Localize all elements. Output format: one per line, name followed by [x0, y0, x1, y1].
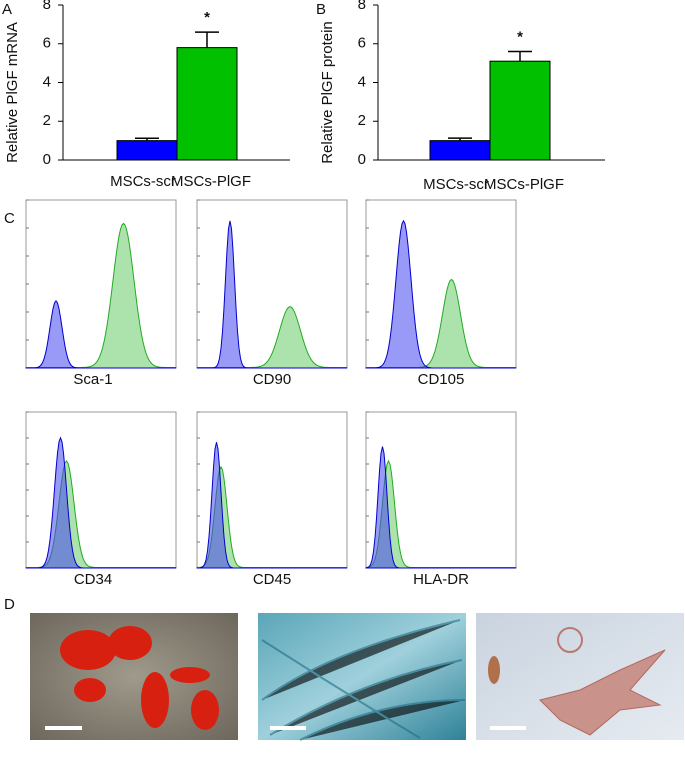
bar [176, 47, 238, 161]
marker-label: CD90 [253, 371, 291, 388]
y-tick-label: 6 [43, 35, 51, 52]
histogram [365, 446, 516, 569]
y-axis-label: Relative PlGF protein [319, 21, 336, 164]
y-tick-label: 2 [43, 112, 51, 129]
x-tick-label: MSCs-PlGF [484, 176, 564, 193]
bar [489, 60, 551, 161]
marker-label: HLA-DR [413, 571, 469, 588]
panel-label: C [4, 210, 15, 227]
marker-label: CD34 [74, 571, 112, 588]
histogram-frame [196, 199, 348, 369]
panel-label: B [316, 1, 326, 18]
y-tick-label: 4 [43, 73, 51, 90]
cell [488, 656, 500, 684]
cell [539, 649, 666, 736]
y-tick-label: 0 [358, 151, 366, 168]
marker-label: CD45 [253, 571, 291, 588]
marker-label: CD105 [418, 371, 465, 388]
panel-d: D [4, 596, 684, 741]
marker-label: Sca-1 [73, 371, 112, 388]
histogram [197, 220, 347, 369]
x-tick-label: MSCs-PlGF [171, 173, 251, 190]
bar [429, 140, 491, 161]
y-tick-label: 6 [358, 35, 366, 52]
y-axis-label: Relative PlGF mRNA [4, 22, 21, 163]
panel-label: D [4, 596, 15, 613]
lipid-droplets [60, 626, 219, 730]
histogram [25, 299, 176, 369]
bar [116, 140, 178, 161]
y-tick-label: 0 [43, 151, 51, 168]
histogram [365, 219, 516, 369]
significance-mark: * [204, 9, 210, 26]
y-tick-label: 8 [43, 0, 51, 13]
cell [557, 627, 583, 653]
histogram [26, 436, 176, 569]
y-tick-label: 2 [358, 112, 366, 129]
significance-mark: * [517, 28, 523, 45]
y-tick-label: 4 [358, 73, 366, 90]
x-tick-label: MSCs-scr [110, 173, 176, 190]
panel-label: A [2, 1, 12, 18]
fibers [261, 619, 466, 741]
histogram-frame [25, 411, 177, 569]
histogram [196, 442, 347, 569]
y-tick-label: 8 [358, 0, 366, 13]
x-tick-label: MSCs-scr [423, 176, 489, 193]
